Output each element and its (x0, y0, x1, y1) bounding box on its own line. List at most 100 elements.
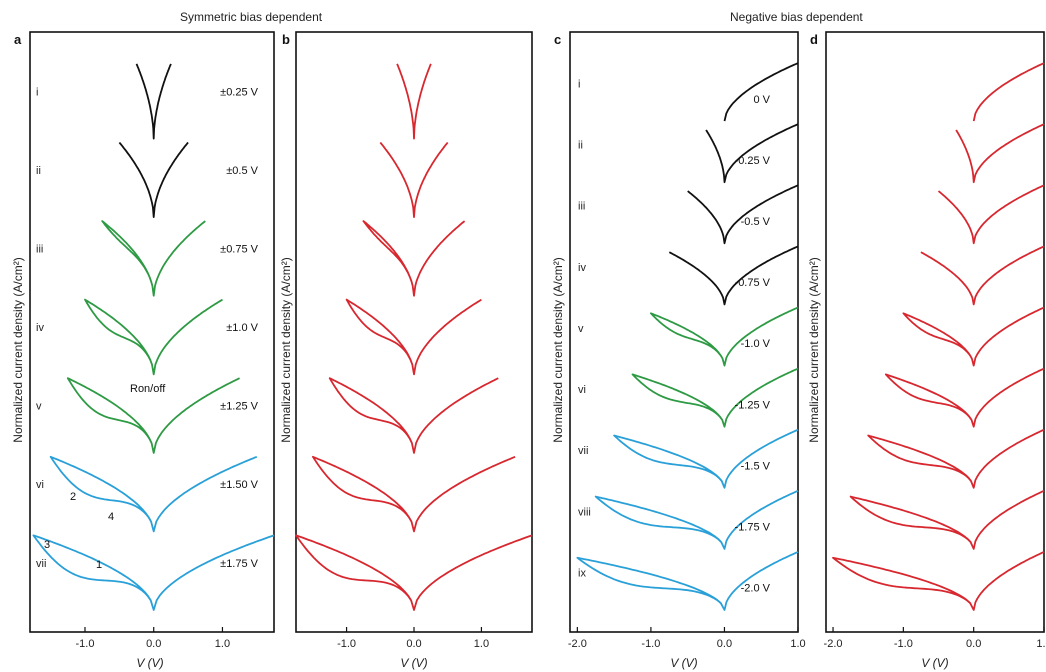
panel-b-ticks: -1.0 0.0 1.0 (337, 627, 489, 650)
panel-c-ylabel: Normalized current density (A/cm²) (551, 257, 565, 442)
panel-b-xtick-label-2: 1.0 (474, 638, 489, 650)
header-negative: Negative bias dependent (730, 10, 863, 24)
panel-c-roman-vii: vii (578, 445, 588, 457)
panel-a: a i ±0.25 V ii ±0.5 V iii ±0.75 V iv ±1.0 V v ±1.… (11, 31, 275, 670)
panel-b-series-6 (312, 455, 516, 533)
panel-d-xtick-label-2: 0.0 (966, 638, 981, 650)
panel-c-sweep-5: -1.0 V (741, 338, 771, 350)
panel-b-xtick-label-1: 0.0 (406, 638, 421, 650)
panel-b-label: b (282, 32, 290, 47)
panel-d-series-1 (972, 62, 1045, 122)
panel-a-roman-ii: ii (36, 165, 41, 177)
panel-a-roman-v: v (36, 401, 42, 413)
panel-c-xtick-label-0: -2.0 (568, 638, 587, 650)
panel-a-series-5 (66, 377, 240, 454)
panel-c-series-5 (650, 306, 799, 367)
panel-d-series-6 (884, 367, 1045, 428)
panel-a-xtick-label-2: 1.0 (215, 638, 230, 650)
panel-c-roman-iii: iii (578, 201, 585, 213)
panel-a-series-1 (135, 63, 172, 140)
panel-c-series-2 (705, 123, 799, 184)
panel-a-series-7 (32, 534, 275, 611)
panel-b-series-4 (345, 298, 482, 376)
panel-a-roman-i: i (36, 86, 38, 98)
panel-c-roman-v: v (578, 323, 584, 335)
panel-c-roman-vi: vi (578, 384, 586, 396)
sequence-label-4: 4 (108, 511, 114, 523)
panel-a-series-2 (118, 141, 189, 218)
panel-c-sweep-3: -0.5 V (741, 216, 771, 228)
panel-a-roman-iv: iv (36, 322, 44, 334)
panel-c-sweep-4: -0.75 V (735, 277, 771, 289)
panel-a-sweep-1: ±0.25 V (220, 86, 259, 98)
panel-c-xtick-label-2: 0.0 (717, 638, 732, 650)
panel-d-xtick-label-1: -1.0 (894, 638, 913, 650)
panel-a-xtick-label-1: 0.0 (146, 638, 161, 650)
panel-d-series-4 (920, 245, 1045, 306)
panel-a-sweep-6: ±1.50 V (220, 479, 259, 491)
panel-d-series-3 (937, 184, 1045, 245)
panel-d-xtick-label-3: 1.0 (1036, 638, 1046, 650)
panel-d: d -2.0 -1.0 0.0 1.0 Normalized current dens… (807, 31, 1046, 670)
panel-c-series-8 (594, 489, 799, 550)
panel-a-series-3 (101, 220, 206, 297)
panel-b-series-3 (362, 220, 466, 297)
panel-c-series-4 (668, 245, 799, 306)
panel-a-xlabel: V (V) (136, 656, 163, 670)
panel-c-frame (569, 31, 799, 633)
panel-c-xlabel: V (V) (670, 656, 697, 670)
panel-c-series-6 (631, 367, 799, 428)
panel-d-series-7 (867, 428, 1045, 489)
panel-b-series-2 (379, 141, 449, 218)
sequence-label-2: 2 (70, 491, 76, 503)
panel-d-series-5 (902, 306, 1045, 367)
panel-d-frame (825, 31, 1045, 633)
panel-b-series-7 (295, 534, 533, 611)
panel-c-series-1 (723, 62, 799, 122)
panel-d-ticks: -2.0 -1.0 0.0 1.0 (824, 627, 1046, 650)
panel-a-xtick-label-0: -1.0 (76, 638, 95, 650)
panel-c-xtick-label-3: 1.0 (790, 638, 805, 650)
panel-a-roman-vii: vii (36, 558, 46, 570)
panel-d-series-2 (955, 123, 1045, 184)
panel-c-roman-i: i (578, 79, 580, 91)
panel-c-series-3 (687, 184, 799, 245)
panel-b: b -1.0 0.0 1.0 Normalized current density … (279, 31, 533, 670)
panel-c-sweep-8: -1.75 V (735, 522, 771, 534)
ron-off-label: Ron/off (130, 383, 166, 395)
panel-c-label: c (554, 32, 561, 47)
panel-c-sweep-2: -0.25 V (735, 155, 771, 167)
panel-b-series-1 (396, 63, 432, 140)
panel-c-curves (576, 62, 799, 611)
panel-a-label: a (14, 32, 22, 47)
header-symmetric: Symmetric bias dependent (180, 10, 323, 24)
panel-a-ticks: -1.0 0.0 1.0 (76, 627, 230, 650)
panel-c-series-7 (613, 428, 799, 489)
panel-c-roman-iv: iv (578, 262, 586, 274)
panel-a-ylabel: Normalized current density (A/cm²) (11, 257, 25, 442)
panel-c-sweep-9: -2.0 V (741, 583, 771, 595)
panel-a-roman-iii: iii (36, 244, 43, 256)
sequence-label-1: 1 (96, 559, 102, 571)
panel-b-frame (295, 31, 533, 633)
panel-c-labels: i 0 V ii -0.25 V iii -0.5 V iv -0.75 V v -1.0 V vi… (578, 79, 771, 595)
panel-b-ylabel: Normalized current density (A/cm²) (279, 257, 293, 442)
panel-b-curves (295, 63, 533, 611)
panel-b-xlabel: V (V) (400, 656, 427, 670)
panel-d-xtick-label-0: -2.0 (824, 638, 843, 650)
panel-a-sweep-4: ±1.0 V (226, 322, 258, 334)
panel-a-roman-vi: vi (36, 479, 44, 491)
panel-c-sweep-7: -1.5 V (741, 460, 771, 472)
panel-c-series-9 (576, 551, 799, 611)
panel-a-sweep-7: ±1.75 V (220, 558, 259, 570)
panel-c: c i 0 V ii -0.25 V iii -0.5 V iv -0.75 V v -1.0 V… (551, 31, 806, 670)
panel-a-frame (29, 31, 275, 633)
panel-a-sweep-2: ±0.5 V (226, 165, 258, 177)
panel-a-series-4 (84, 298, 223, 376)
panel-d-series-9 (832, 551, 1045, 611)
panel-c-sweep-6: -1.25 V (735, 399, 771, 411)
panel-d-label: d (810, 32, 818, 47)
panel-a-sweep-5: ±1.25 V (220, 401, 259, 413)
sequence-label-3: 3 (44, 539, 50, 551)
